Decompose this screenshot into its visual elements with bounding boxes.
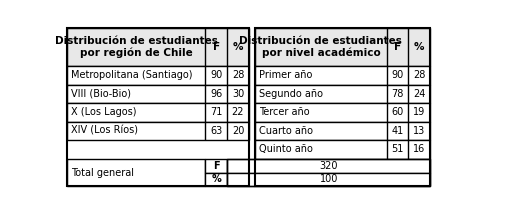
- Text: Total general: Total general: [72, 167, 134, 177]
- Bar: [67, 122, 249, 140]
- Text: F: F: [213, 42, 220, 52]
- Bar: [255, 28, 430, 66]
- Bar: [205, 159, 227, 173]
- Text: 71: 71: [210, 107, 222, 117]
- Bar: [255, 103, 430, 122]
- Bar: [227, 173, 430, 186]
- Text: 60: 60: [391, 107, 404, 117]
- Text: 51: 51: [391, 144, 404, 154]
- Bar: [67, 85, 249, 103]
- Bar: [67, 66, 249, 85]
- Text: 41: 41: [391, 126, 404, 136]
- Text: Primer año: Primer año: [259, 70, 312, 81]
- Text: Distribución de estudiantes
por región de Chile: Distribución de estudiantes por región d…: [55, 36, 218, 58]
- Bar: [227, 159, 430, 173]
- Text: Quinto año: Quinto año: [259, 144, 313, 154]
- Text: 90: 90: [391, 70, 404, 81]
- Text: Segundo año: Segundo año: [259, 89, 323, 99]
- Bar: [255, 28, 430, 186]
- Text: 96: 96: [210, 89, 222, 99]
- Text: F: F: [213, 160, 219, 171]
- Text: Metropolitana (Santiago): Metropolitana (Santiago): [72, 70, 193, 81]
- Bar: [67, 28, 249, 186]
- Bar: [67, 159, 205, 186]
- Text: 28: 28: [413, 70, 425, 81]
- Text: 13: 13: [413, 126, 425, 136]
- Text: 78: 78: [391, 89, 404, 99]
- Text: Cuarto año: Cuarto año: [259, 126, 313, 136]
- Text: 22: 22: [232, 107, 244, 117]
- Bar: [255, 66, 430, 85]
- Bar: [255, 122, 430, 140]
- Bar: [255, 140, 430, 159]
- Text: 63: 63: [210, 126, 222, 136]
- Text: XIV (Los Ríos): XIV (Los Ríos): [72, 126, 139, 136]
- Text: X (Los Lagos): X (Los Lagos): [72, 107, 137, 117]
- Text: 20: 20: [232, 126, 244, 136]
- Text: %: %: [414, 42, 424, 52]
- Text: VIII (Bio-Bio): VIII (Bio-Bio): [72, 89, 131, 99]
- Text: 100: 100: [319, 174, 338, 184]
- Text: %: %: [211, 174, 221, 184]
- Text: Distribución de estudiantes
por nivel académico: Distribución de estudiantes por nivel ac…: [239, 36, 402, 58]
- Bar: [227, 159, 430, 186]
- Text: 24: 24: [413, 89, 425, 99]
- Bar: [67, 103, 249, 122]
- Text: 16: 16: [413, 144, 425, 154]
- Bar: [67, 28, 249, 66]
- Bar: [255, 85, 430, 103]
- Text: 28: 28: [232, 70, 244, 81]
- Text: F: F: [394, 42, 401, 52]
- Text: 19: 19: [413, 107, 425, 117]
- Bar: [205, 173, 227, 186]
- Text: Tercer año: Tercer año: [259, 107, 310, 117]
- Text: 90: 90: [210, 70, 222, 81]
- Text: 320: 320: [319, 160, 338, 171]
- Text: 30: 30: [232, 89, 244, 99]
- Text: %: %: [233, 42, 243, 52]
